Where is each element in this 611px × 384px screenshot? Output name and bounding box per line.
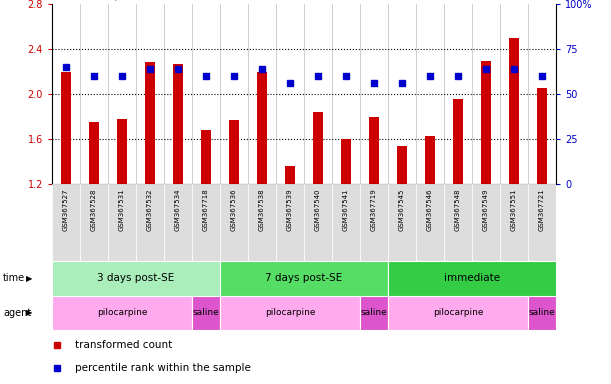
Bar [341, 139, 351, 184]
Bar [313, 112, 323, 184]
Text: ▶: ▶ [26, 274, 33, 283]
Bar [304, 184, 332, 261]
Text: percentile rank within the sample: percentile rank within the sample [75, 362, 251, 373]
Text: GSM367548: GSM367548 [455, 188, 461, 231]
Text: pilocarpine: pilocarpine [433, 308, 483, 318]
Bar [192, 296, 220, 330]
Text: pilocarpine: pilocarpine [265, 308, 315, 318]
Text: GSM367527: GSM367527 [63, 188, 69, 231]
Text: GSM367536: GSM367536 [231, 188, 237, 231]
Text: GDS3827 / 68012: GDS3827 / 68012 [52, 0, 163, 2]
Bar [145, 63, 155, 184]
Text: time: time [3, 273, 25, 283]
Bar [509, 38, 519, 184]
Text: GSM367545: GSM367545 [399, 188, 405, 230]
Bar [276, 184, 304, 261]
Bar [52, 184, 80, 261]
Text: saline: saline [192, 308, 219, 318]
Text: pilocarpine: pilocarpine [97, 308, 147, 318]
Text: GSM367532: GSM367532 [147, 188, 153, 231]
Bar [117, 119, 127, 184]
Text: GSM367540: GSM367540 [315, 188, 321, 231]
Text: saline: saline [360, 308, 387, 318]
Bar [80, 184, 108, 261]
Text: immediate: immediate [444, 273, 500, 283]
Bar [285, 166, 295, 184]
Text: GSM367718: GSM367718 [203, 188, 209, 231]
Bar [52, 261, 220, 296]
Bar [220, 296, 360, 330]
Bar [229, 120, 239, 184]
Bar [481, 61, 491, 184]
Bar [61, 71, 71, 184]
Bar [192, 184, 220, 261]
Text: GSM367721: GSM367721 [539, 188, 545, 231]
Bar [388, 184, 416, 261]
Bar [388, 296, 528, 330]
Text: 3 days post-SE: 3 days post-SE [97, 273, 175, 283]
Text: ▶: ▶ [26, 308, 33, 318]
Bar [52, 296, 192, 330]
Text: transformed count: transformed count [75, 340, 172, 350]
Bar [388, 261, 556, 296]
Bar [425, 136, 435, 184]
Bar [360, 184, 388, 261]
Bar [173, 64, 183, 184]
Text: GSM367534: GSM367534 [175, 188, 181, 231]
Text: GSM367541: GSM367541 [343, 188, 349, 231]
Bar [220, 184, 248, 261]
Bar [360, 296, 388, 330]
Text: agent: agent [3, 308, 31, 318]
Text: GSM367539: GSM367539 [287, 188, 293, 231]
Bar [528, 184, 556, 261]
Bar [220, 261, 388, 296]
Bar [472, 184, 500, 261]
Bar [397, 146, 407, 184]
Bar [89, 122, 99, 184]
Bar [416, 184, 444, 261]
Bar [537, 88, 547, 184]
Text: GSM367538: GSM367538 [259, 188, 265, 231]
Bar [528, 296, 556, 330]
Text: GSM367528: GSM367528 [91, 188, 97, 231]
Text: saline: saline [529, 308, 555, 318]
Bar [257, 71, 267, 184]
Text: GSM367549: GSM367549 [483, 188, 489, 231]
Bar [108, 184, 136, 261]
Bar [500, 184, 528, 261]
Bar [248, 184, 276, 261]
Text: GSM367546: GSM367546 [427, 188, 433, 231]
Bar [332, 184, 360, 261]
Bar [369, 117, 379, 184]
Text: GSM367719: GSM367719 [371, 188, 377, 231]
Bar [164, 184, 192, 261]
Bar [444, 184, 472, 261]
Text: GSM367551: GSM367551 [511, 188, 517, 231]
Bar [453, 99, 463, 184]
Text: GSM367531: GSM367531 [119, 188, 125, 231]
Text: 7 days post-SE: 7 days post-SE [265, 273, 343, 283]
Bar [201, 130, 211, 184]
Bar [136, 184, 164, 261]
